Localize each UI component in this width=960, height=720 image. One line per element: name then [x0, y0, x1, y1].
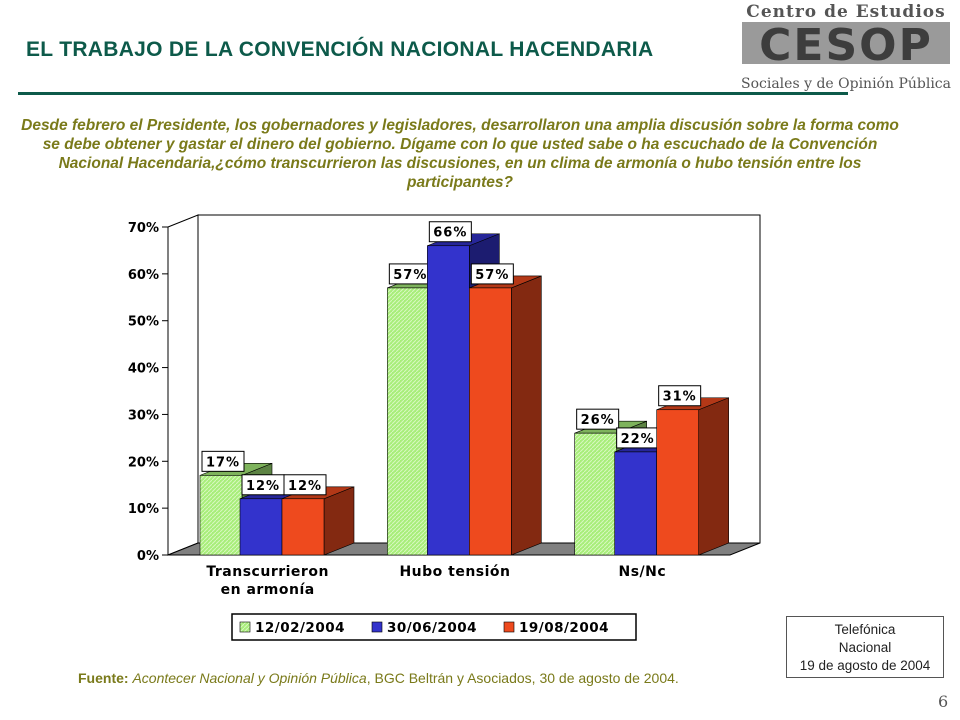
legend-swatch: [503, 621, 515, 633]
bar-side-face: [698, 397, 729, 556]
survey-method-note: Telefónica Nacional 19 de agosto de 2004: [786, 616, 944, 678]
data-label: 12%: [288, 479, 322, 494]
bar: [427, 245, 470, 556]
y-tick-label: 0%: [137, 549, 159, 564]
data-label-box: [658, 385, 702, 407]
page-title: EL TRABAJO DE LA CONVENCIÓN NACIONAL HAC…: [26, 38, 654, 61]
data-label: 66%: [433, 226, 467, 241]
bar: [469, 287, 512, 556]
data-label: 17%: [206, 455, 240, 470]
bar: [387, 287, 430, 556]
page-number: 6: [938, 692, 949, 711]
source-label: Fuente:: [78, 670, 129, 686]
legend-swatch: [371, 621, 383, 633]
x-category-label: Hubo tensión: [399, 564, 510, 580]
y-tick-label: 70%: [128, 221, 159, 236]
chart-side-wall: [167, 214, 199, 556]
method-line-2: Nacional: [838, 640, 892, 655]
legend-label: 19/08/2004: [519, 620, 609, 636]
data-label-box: [470, 263, 514, 285]
bar: [281, 498, 325, 556]
data-label: 26%: [581, 413, 615, 428]
x-category-label: en armonía: [221, 582, 315, 598]
legend-label: 30/06/2004: [387, 620, 477, 636]
data-label: 22%: [621, 432, 655, 447]
data-label-box: [201, 450, 245, 472]
survey-question: Desde febrero el Presidente, los goberna…: [21, 117, 899, 191]
y-tick-label: 40%: [128, 362, 159, 377]
data-label: 57%: [393, 268, 427, 283]
cesop-logo: Centro de Estudios CESOP Sociales y de O…: [741, 2, 951, 92]
bar: [239, 498, 283, 556]
source-note: Fuente: Acontecer Nacional y Opinión Púb…: [78, 670, 679, 686]
logo-band: [742, 22, 950, 64]
data-label: 31%: [663, 390, 697, 405]
data-label: 12%: [246, 479, 280, 494]
logo-mark-text: CESOP: [759, 20, 933, 71]
logo-bottom-text: Sociales y de Opinión Pública: [741, 76, 951, 92]
data-label: 57%: [475, 268, 509, 283]
method-line-3: 19 de agosto de 2004: [799, 658, 931, 673]
y-tick-label: 50%: [128, 315, 159, 330]
bar: [614, 451, 657, 556]
data-label-box: [576, 408, 620, 430]
bar-side-face: [511, 275, 542, 556]
data-label-box: [283, 474, 327, 496]
x-category-label: Ns/Nc: [618, 564, 666, 580]
bar: [656, 409, 699, 556]
bar: [574, 432, 617, 556]
legend-label: 12/02/2004: [255, 620, 345, 636]
source-rest: , BGC Beltrán y Asociados, 30 de agosto …: [366, 670, 679, 686]
y-tick-label: 60%: [128, 268, 159, 283]
logo-top-text: Centro de Estudios: [746, 2, 945, 22]
legend-swatch: [239, 621, 251, 633]
source-title: Acontecer Nacional y Opinión Pública: [132, 670, 367, 686]
data-label-box: [428, 221, 472, 243]
y-tick-label: 30%: [128, 408, 159, 423]
y-tick-label: 10%: [128, 502, 159, 517]
method-line-1: Telefónica: [834, 622, 896, 637]
bar: [199, 475, 243, 556]
legend-box: [231, 613, 637, 641]
title-divider: [18, 92, 848, 95]
y-tick-label: 20%: [128, 455, 159, 470]
x-category-label: Transcurrieron: [206, 564, 329, 580]
